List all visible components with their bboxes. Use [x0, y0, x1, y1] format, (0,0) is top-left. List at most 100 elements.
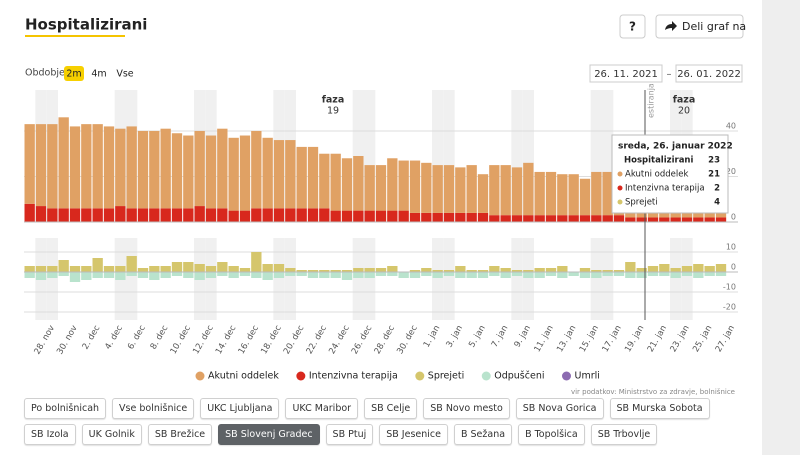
period-option[interactable]: 2m [66, 69, 81, 80]
bar [341, 210, 353, 222]
annotation-testing: estiranja [647, 83, 656, 118]
bar [523, 162, 534, 216]
bar [296, 208, 307, 222]
x-tick-label: 13. jan [555, 324, 578, 354]
date-to: 26. 01. 2022 [677, 69, 741, 80]
hospital-button[interactable]: SB Brežice [147, 424, 213, 445]
hospital-button[interactable]: SB Izola [24, 424, 76, 445]
bar [330, 272, 341, 278]
bar [228, 266, 239, 272]
hospital-button[interactable]: Vse bolnišnice [112, 398, 195, 419]
hospital-button[interactable]: UKC Ljubljana [200, 398, 280, 419]
legend-label[interactable]: Odpuščeni [494, 371, 544, 382]
x-tick-label: 27. jan [714, 324, 737, 354]
source: vir podatkov: Ministrstvo za zdravje, bo… [571, 388, 735, 396]
date-to-box[interactable] [675, 64, 743, 83]
bar [194, 206, 205, 222]
bar [398, 160, 409, 211]
bar [591, 272, 602, 278]
hospital-button[interactable]: SB Slovenj Gradec [218, 424, 320, 445]
hospital-button[interactable]: UK Golnik [81, 424, 142, 445]
x-tick-label: 12. dec [191, 323, 216, 356]
period-option[interactable]: 4m [91, 69, 106, 80]
help-button[interactable] [619, 14, 646, 39]
bar [137, 272, 149, 278]
tooltip-total: 23 [708, 156, 720, 166]
hospital-button[interactable]: UKC Maribor [285, 398, 359, 419]
hospital-button[interactable]: SB Murska Sobota [609, 398, 710, 419]
legend-swatch [562, 371, 571, 381]
bar [171, 272, 183, 276]
bar [81, 272, 92, 280]
hospital-button[interactable]: SB Celje [364, 398, 418, 419]
bar [500, 268, 511, 272]
period-option[interactable]: Vse [116, 69, 133, 80]
bar [137, 208, 149, 222]
bar [693, 272, 704, 278]
tooltip-swatch [617, 185, 623, 191]
bar [670, 272, 681, 278]
bar [307, 272, 319, 278]
bar [681, 266, 693, 272]
bar [443, 272, 455, 276]
bar [489, 215, 500, 222]
y-tick-label: -10 [723, 283, 736, 292]
legend-label[interactable]: Intenzivna terapija [309, 371, 398, 382]
hospital-button[interactable]: SB Novo mesto [423, 398, 510, 419]
bar [421, 272, 432, 276]
y-tick-label: 0 [731, 213, 736, 222]
x-tick-label: 4. dec [103, 323, 125, 351]
bar [409, 270, 421, 272]
bar [534, 268, 545, 272]
bar [568, 215, 579, 222]
bar [568, 272, 579, 276]
bar [477, 272, 489, 278]
hospital-button[interactable]: B Topolšica [518, 424, 585, 445]
legend-swatch [195, 371, 205, 381]
bar [579, 215, 591, 222]
x-tick-label: 30. nov [55, 324, 80, 357]
hospital-buttons: Po bolnišnicah Vse bolnišnice UKC Ljubljan… [24, 398, 764, 445]
date-from-box[interactable] [589, 64, 663, 83]
hospital-button[interactable]: SB Jesenice [379, 424, 448, 445]
bar [647, 272, 659, 276]
annotation-phase: faza [322, 95, 344, 106]
bar [149, 272, 160, 280]
hospital-button[interactable]: SB Nova Gorica [515, 398, 604, 419]
bar [251, 252, 262, 272]
hospital-button[interactable]: Po bolnišnicah [24, 398, 107, 419]
bar [455, 212, 466, 222]
bar [103, 126, 115, 209]
bar [693, 264, 704, 272]
bar [659, 217, 670, 222]
bar [398, 272, 409, 278]
bar [715, 264, 727, 272]
bar [579, 268, 591, 272]
bar [194, 272, 205, 280]
bar [466, 272, 477, 278]
share-button[interactable] [655, 14, 744, 39]
bar [251, 272, 262, 278]
bar [319, 270, 330, 272]
bar [636, 268, 647, 272]
bar [273, 264, 285, 272]
bar [591, 215, 602, 222]
legend-label[interactable]: Akutni oddelek [208, 371, 279, 382]
bar [489, 165, 500, 216]
bar [228, 137, 239, 211]
weekend-band [511, 90, 523, 222]
bar [273, 208, 285, 222]
hospital-button[interactable]: SB Ptuj [325, 424, 374, 445]
legend-label[interactable]: Umrli [575, 371, 600, 382]
bar [625, 262, 636, 272]
bar [262, 137, 273, 209]
bar [160, 208, 171, 222]
period-selected [64, 66, 84, 81]
bar [579, 272, 591, 278]
hospital-button[interactable]: B Sežana [453, 424, 513, 445]
legend-label[interactable]: Sprejeti [428, 371, 464, 382]
bar [217, 208, 228, 222]
hospital-button[interactable]: SB Trbovlje [590, 424, 658, 445]
bar [35, 266, 47, 272]
bar [149, 208, 160, 222]
